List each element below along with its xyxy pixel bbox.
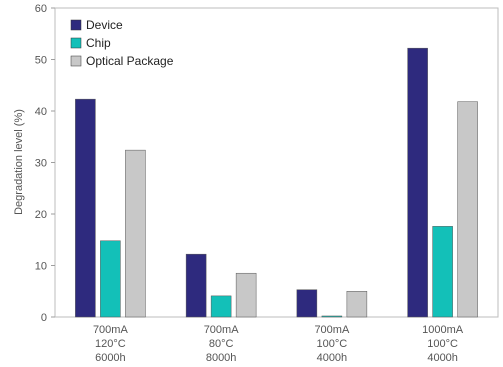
- x-tick-label-line: 100°C: [317, 338, 348, 350]
- y-axis-label: Degradation level (%): [13, 109, 25, 215]
- y-tick-label: 20: [35, 209, 47, 221]
- y-tick-label: 50: [35, 55, 47, 67]
- bar-optical-package-2: [346, 291, 368, 318]
- bar-optical-package-1: [235, 272, 257, 318]
- bars: [75, 47, 478, 318]
- x-axis-tick-labels: 700mA 120°C 6000h 700mA 80°C 8000h 700mA 100°C 4…: [93, 324, 464, 364]
- bar-device-1: [185, 253, 207, 318]
- y-tick-label: 40: [35, 106, 47, 118]
- x-tick-label-line: 4000h: [317, 352, 348, 364]
- bar-chip-2: [321, 315, 343, 318]
- y-tick-label: 30: [35, 158, 47, 170]
- y-tick-label: 60: [35, 3, 47, 15]
- y-axis-ticks: 0 10 20 30 40 50 60: [35, 3, 55, 324]
- bar-device-3: [407, 47, 428, 318]
- bar-device-0: [75, 98, 96, 318]
- legend-label-chip: Chip: [86, 36, 111, 50]
- legend-swatch-device: [70, 19, 82, 31]
- x-tick-label-line: 100°C: [427, 338, 458, 350]
- legend: Device Chip Optical Package: [70, 18, 174, 68]
- bar-optical-package-3: [457, 101, 478, 318]
- legend-label-device: Device: [86, 18, 123, 32]
- x-tick-label-line: 700mA: [204, 324, 240, 336]
- x-tick-label-line: 4000h: [427, 352, 458, 364]
- x-tick-label: 700mA 100°C 4000h: [314, 324, 350, 364]
- x-tick-label: 700mA 120°C 6000h: [93, 324, 129, 364]
- x-tick-label-line: 700mA: [314, 324, 350, 336]
- x-tick-label-line: 1000mA: [422, 324, 464, 336]
- bar-chip-1: [210, 295, 232, 318]
- legend-swatch-optical-package: [70, 55, 82, 67]
- x-tick-label-line: 700mA: [93, 324, 129, 336]
- x-tick-label-line: 80°C: [209, 338, 234, 350]
- x-tick-label-line: 6000h: [95, 352, 126, 364]
- y-tick-label: 0: [41, 312, 47, 324]
- y-tick-label: 10: [35, 261, 47, 273]
- legend-swatch-chip: [70, 37, 82, 49]
- bar-chip-3: [432, 226, 453, 318]
- bar-device-2: [296, 289, 318, 318]
- bar-chip-0: [100, 240, 121, 318]
- bar-optical-package-0: [125, 149, 146, 318]
- x-tick-label-line: 8000h: [206, 352, 237, 364]
- x-tick-label-line: 120°C: [95, 338, 126, 350]
- x-tick-label: 700mA 80°C 8000h: [204, 324, 240, 364]
- x-tick-label: 1000mA 100°C 4000h: [422, 324, 464, 364]
- legend-label-optical-package: Optical Package: [86, 54, 174, 68]
